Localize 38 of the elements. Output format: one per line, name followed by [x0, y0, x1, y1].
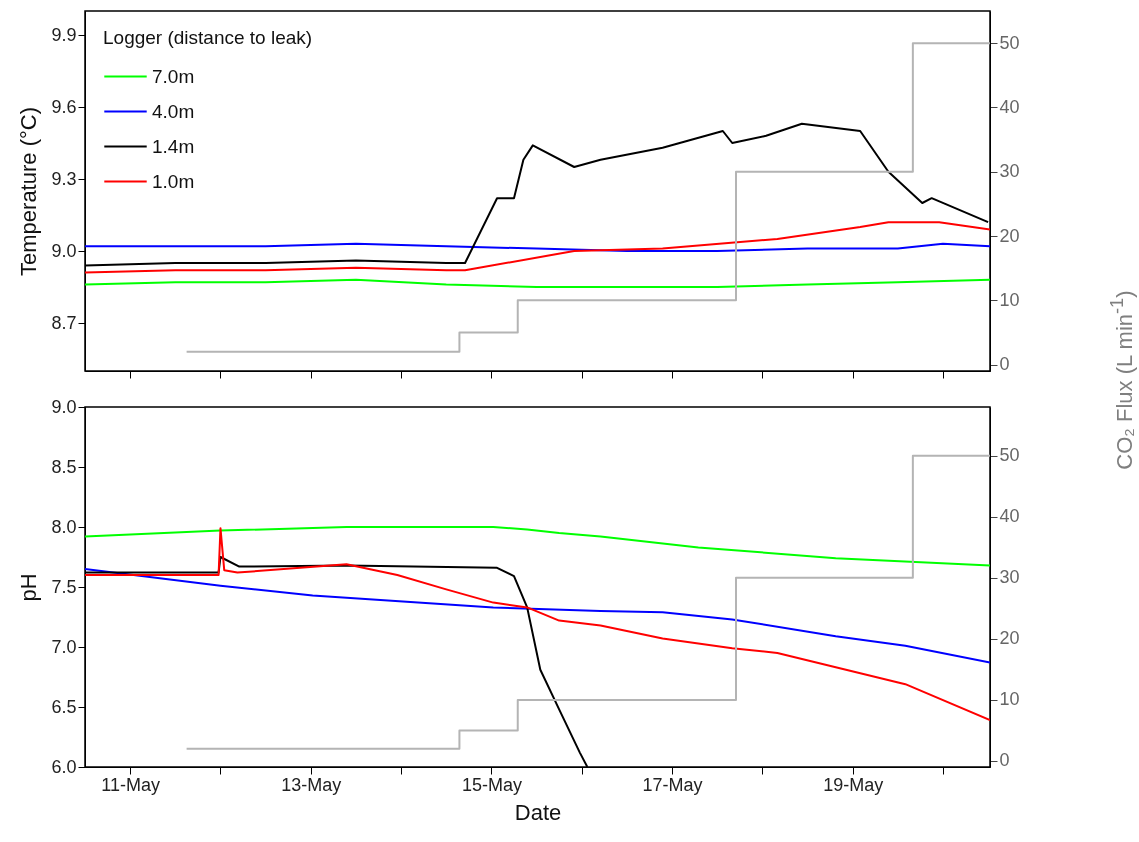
y2-tick-label: 20 [999, 628, 1020, 649]
y2-tick-label: 0 [999, 354, 1010, 375]
legend-label: 4.0m [152, 100, 195, 122]
y-tick-label: 8.7 [51, 312, 77, 333]
y2-tick-label: 10 [999, 289, 1020, 310]
y-axis-title: pH [16, 573, 42, 602]
y2-tick-label: 10 [999, 689, 1020, 710]
x-tick-label: 19-May [823, 774, 884, 795]
y-tick-label: 9.6 [51, 96, 77, 117]
y2-tick-label: 40 [999, 96, 1020, 117]
y-tick-label: 8.0 [51, 516, 77, 537]
y-tick-label: 9.3 [51, 168, 77, 189]
y2-tick-label: 20 [999, 225, 1020, 246]
x-axis-title: Date [514, 799, 562, 825]
x-tick-label: 11-May [101, 774, 160, 795]
y2-tick-label: 30 [999, 161, 1020, 182]
y-tick-label: 8.5 [51, 456, 77, 477]
x-tick-label: 15-May [461, 774, 522, 795]
y-tick-label: 6.0 [51, 756, 77, 777]
y2-tick-label: 50 [999, 445, 1020, 466]
y-tick-label: 7.5 [51, 576, 77, 597]
legend-title: Logger (distance to leak) [103, 27, 313, 48]
y-tick-label: 9.9 [51, 24, 77, 45]
x-tick-label: 13-May [281, 774, 342, 795]
legend-label: 1.0m [152, 170, 195, 192]
line-series [85, 278, 990, 288]
y2-tick-label: 40 [999, 506, 1020, 527]
y-tick-label: 9.0 [51, 240, 77, 261]
legend-label: 1.4m [152, 135, 195, 157]
y-tick-label: 7.0 [51, 636, 77, 657]
y-tick-label: 6.5 [51, 696, 77, 717]
y2-tick-label: 30 [999, 567, 1020, 588]
y2-tick-label: 0 [999, 750, 1010, 771]
legend-label: 7.0m [152, 65, 195, 87]
y2-tick-label: 50 [999, 32, 1020, 53]
x-tick-label: 17-May [642, 774, 703, 795]
y-axis-title: Temperature (°C) [16, 107, 42, 276]
y-tick-label: 9.0 [51, 396, 77, 417]
